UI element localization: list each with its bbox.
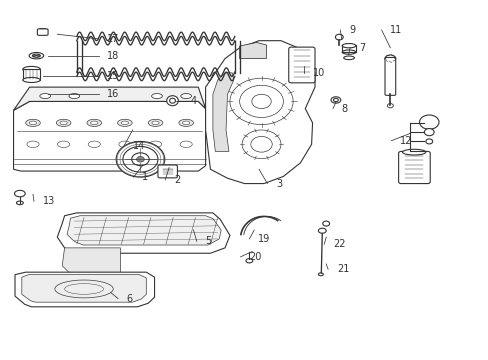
Ellipse shape	[182, 121, 189, 125]
Ellipse shape	[151, 94, 162, 99]
Ellipse shape	[342, 50, 355, 54]
Circle shape	[122, 147, 158, 172]
Ellipse shape	[69, 94, 80, 99]
Polygon shape	[212, 73, 233, 152]
Polygon shape	[239, 42, 266, 59]
Text: 10: 10	[312, 68, 324, 78]
Text: 22: 22	[332, 239, 345, 249]
Ellipse shape	[58, 141, 70, 148]
Ellipse shape	[117, 119, 132, 126]
FancyBboxPatch shape	[384, 58, 395, 95]
Circle shape	[386, 104, 392, 108]
Ellipse shape	[318, 273, 323, 276]
Ellipse shape	[119, 141, 131, 148]
Ellipse shape	[32, 54, 40, 57]
Text: 13: 13	[42, 197, 55, 206]
Ellipse shape	[179, 119, 193, 126]
Ellipse shape	[169, 98, 175, 103]
Circle shape	[419, 115, 438, 129]
Circle shape	[131, 153, 149, 166]
Ellipse shape	[23, 77, 40, 82]
Text: 11: 11	[389, 25, 402, 35]
Ellipse shape	[152, 121, 159, 125]
Text: 12: 12	[399, 136, 411, 146]
Ellipse shape	[318, 228, 325, 233]
Ellipse shape	[384, 55, 395, 62]
Ellipse shape	[23, 66, 40, 72]
FancyBboxPatch shape	[398, 152, 429, 184]
Polygon shape	[62, 248, 120, 278]
Ellipse shape	[333, 98, 338, 102]
Polygon shape	[205, 41, 314, 184]
Ellipse shape	[343, 56, 354, 60]
Circle shape	[116, 141, 164, 177]
Text: 3: 3	[276, 179, 282, 189]
Ellipse shape	[148, 119, 163, 126]
Ellipse shape	[38, 28, 47, 33]
Circle shape	[136, 157, 144, 162]
Polygon shape	[14, 102, 205, 171]
Text: 17: 17	[107, 34, 120, 44]
Text: 4: 4	[191, 96, 197, 107]
Text: 9: 9	[348, 25, 354, 35]
Ellipse shape	[342, 44, 355, 48]
Polygon shape	[57, 213, 229, 253]
Circle shape	[424, 129, 433, 136]
Ellipse shape	[40, 94, 50, 99]
Ellipse shape	[90, 121, 98, 125]
Text: 8: 8	[341, 104, 347, 113]
Ellipse shape	[149, 141, 161, 148]
FancyBboxPatch shape	[37, 29, 48, 35]
Ellipse shape	[27, 141, 39, 148]
Polygon shape	[67, 216, 221, 245]
Ellipse shape	[335, 34, 343, 40]
Text: 5: 5	[205, 237, 211, 247]
Text: 2: 2	[174, 175, 180, 185]
Ellipse shape	[121, 121, 128, 125]
Text: 18: 18	[107, 51, 120, 61]
Text: 1: 1	[142, 172, 148, 182]
Ellipse shape	[29, 53, 43, 59]
Ellipse shape	[322, 221, 329, 226]
Text: 15: 15	[107, 71, 120, 81]
Ellipse shape	[29, 121, 37, 125]
Polygon shape	[14, 87, 205, 111]
Ellipse shape	[26, 119, 40, 126]
Text: 19: 19	[258, 234, 270, 244]
Ellipse shape	[88, 141, 100, 148]
Text: 7: 7	[358, 43, 364, 53]
Ellipse shape	[402, 149, 425, 155]
Ellipse shape	[330, 97, 340, 103]
Ellipse shape	[60, 121, 67, 125]
FancyBboxPatch shape	[288, 47, 314, 83]
Ellipse shape	[56, 119, 71, 126]
Ellipse shape	[87, 119, 102, 126]
Ellipse shape	[166, 96, 178, 106]
FancyBboxPatch shape	[158, 165, 177, 178]
Text: 21: 21	[336, 264, 348, 274]
Ellipse shape	[180, 141, 192, 148]
Ellipse shape	[17, 201, 23, 204]
Text: 6: 6	[126, 294, 133, 303]
Ellipse shape	[15, 190, 25, 197]
Bar	[23, 69, 40, 80]
Circle shape	[425, 139, 432, 144]
Ellipse shape	[245, 258, 252, 263]
Polygon shape	[15, 272, 154, 307]
Ellipse shape	[31, 93, 41, 96]
Ellipse shape	[181, 94, 191, 99]
Text: 14: 14	[132, 141, 144, 151]
Polygon shape	[22, 274, 146, 302]
Text: 20: 20	[249, 252, 261, 262]
Text: 16: 16	[107, 89, 120, 99]
Ellipse shape	[27, 91, 45, 98]
